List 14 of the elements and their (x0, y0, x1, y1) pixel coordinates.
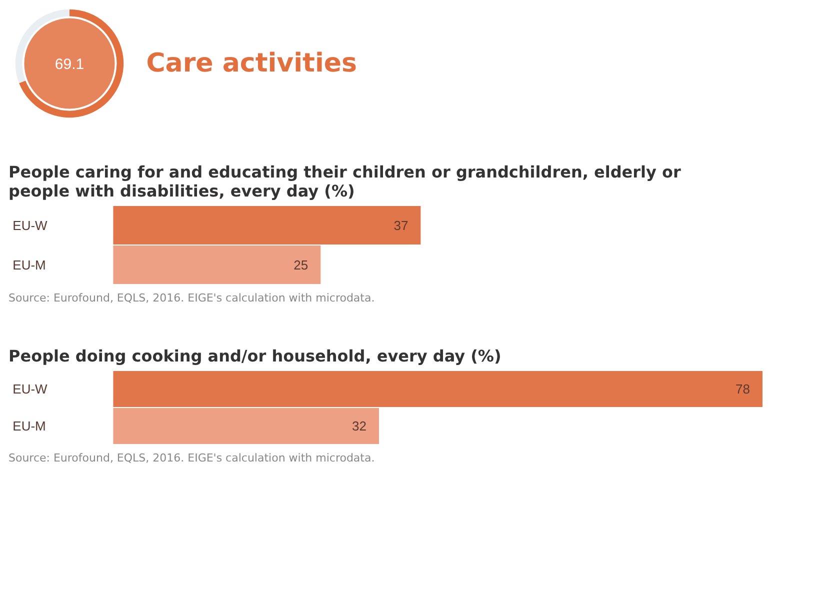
chart-title: People doing cooking and/or household, every day (%) (8, 346, 502, 366)
y-tick-label: EU-W (12, 218, 48, 233)
text: Care activities (146, 48, 357, 78)
source-note: Source: Eurofound, EQLS, 2016. EIGE's calculation with microdata. (8, 452, 375, 464)
data-label: 69.1 (54, 56, 84, 73)
source-note: Source: Eurofound, EQLS, 2016. EIGE's calculation with microdata. (8, 292, 375, 304)
chart-title: People caring for and educating their children or grandchildren, elderly or people with disabilities, every day (%) (8, 162, 682, 200)
data-label: 37 (394, 218, 408, 233)
data-label: 32 (352, 418, 366, 434)
y-tick-label: EU-W (12, 382, 48, 396)
y-tick-label: EU-M (12, 418, 46, 434)
data-label: 25 (294, 257, 308, 272)
y-tick-label: EU-M (12, 257, 46, 272)
data-label: 78 (736, 382, 750, 396)
